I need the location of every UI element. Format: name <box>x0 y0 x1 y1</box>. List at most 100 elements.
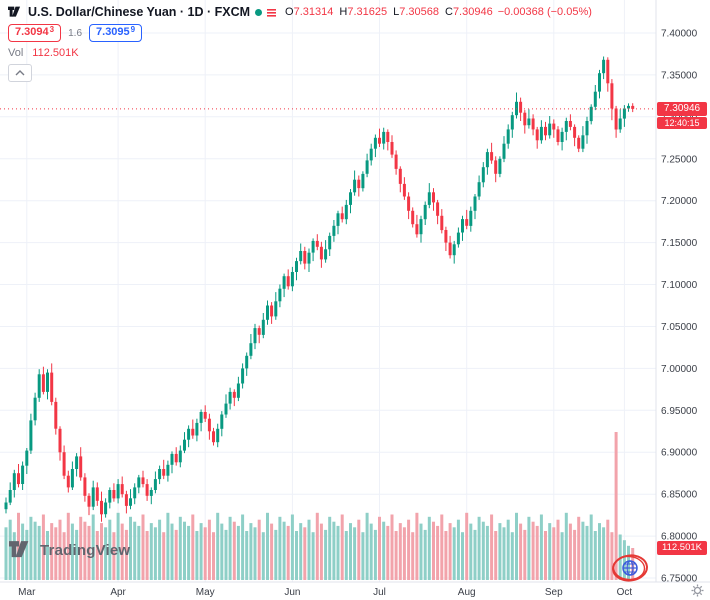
time-scale-labels[interactable]: Mar Apr May Jun Jul Aug Sep Oct <box>18 587 632 598</box>
candle[interactable] <box>515 92 518 119</box>
candle[interactable] <box>423 201 427 226</box>
candle[interactable] <box>46 369 49 400</box>
candle[interactable] <box>282 273 286 298</box>
candle[interactable] <box>261 313 265 339</box>
candle[interactable] <box>589 104 593 125</box>
candle[interactable] <box>183 432 186 454</box>
candle[interactable] <box>295 257 298 281</box>
candle[interactable] <box>149 487 153 505</box>
candle[interactable] <box>274 292 278 320</box>
candle[interactable] <box>622 105 626 127</box>
axis-settings-button[interactable] <box>691 584 704 600</box>
candle[interactable] <box>527 109 531 129</box>
candle[interactable] <box>120 476 124 498</box>
candle[interactable] <box>166 460 170 482</box>
candle[interactable] <box>606 57 610 92</box>
candle[interactable] <box>153 471 157 494</box>
candle[interactable] <box>62 445 66 480</box>
candle[interactable] <box>174 447 178 466</box>
candle[interactable] <box>593 85 597 111</box>
candle[interactable] <box>187 425 191 448</box>
candle[interactable] <box>54 397 58 435</box>
candle[interactable] <box>112 483 116 502</box>
candle[interactable] <box>12 469 16 498</box>
candle[interactable] <box>485 148 489 175</box>
candle[interactable] <box>257 325 261 344</box>
candle[interactable] <box>465 209 469 230</box>
candle[interactable] <box>498 156 502 178</box>
candle[interactable] <box>585 116 589 144</box>
candle[interactable] <box>477 175 481 200</box>
candle[interactable] <box>398 166 402 193</box>
candle[interactable] <box>108 487 112 509</box>
candle[interactable] <box>91 480 95 511</box>
candle[interactable] <box>456 227 460 248</box>
candle[interactable] <box>560 127 564 151</box>
candle[interactable] <box>535 126 539 149</box>
candle[interactable] <box>95 482 99 506</box>
candle[interactable] <box>539 120 543 144</box>
candle[interactable] <box>427 183 431 209</box>
candle[interactable] <box>4 497 8 514</box>
candle[interactable] <box>311 238 315 262</box>
candle[interactable] <box>402 177 406 200</box>
candle[interactable] <box>415 214 419 238</box>
candle[interactable] <box>66 470 70 493</box>
candle[interactable] <box>116 479 120 504</box>
candle[interactable] <box>469 206 473 232</box>
candle[interactable] <box>344 199 348 225</box>
buy-button[interactable]: 7.3095 9 <box>89 24 143 42</box>
candle[interactable] <box>473 194 477 220</box>
candle[interactable] <box>303 246 307 270</box>
candle[interactable] <box>440 209 444 234</box>
candle[interactable] <box>598 69 601 99</box>
candle[interactable] <box>523 110 527 134</box>
candle[interactable] <box>581 126 585 153</box>
candle[interactable] <box>573 124 577 147</box>
candle[interactable] <box>577 135 581 153</box>
candle[interactable] <box>336 210 340 235</box>
candle[interactable] <box>461 215 464 241</box>
candle[interactable] <box>506 124 510 149</box>
candle[interactable] <box>37 369 41 402</box>
candle[interactable] <box>224 394 228 418</box>
candle[interactable] <box>531 114 535 136</box>
candle[interactable] <box>490 142 494 164</box>
candle[interactable] <box>319 241 323 268</box>
candle[interactable] <box>162 459 166 480</box>
candle[interactable] <box>266 300 269 325</box>
candle[interactable] <box>83 473 87 502</box>
globe-icon[interactable] <box>622 560 638 576</box>
volume-label[interactable]: Vol <box>8 47 24 59</box>
candle[interactable] <box>17 464 20 488</box>
candle[interactable] <box>357 175 361 197</box>
candle[interactable] <box>307 248 311 273</box>
candle[interactable] <box>253 323 257 350</box>
candle[interactable] <box>411 207 415 228</box>
candle[interactable] <box>386 129 390 151</box>
candle[interactable] <box>21 461 25 491</box>
candle[interactable] <box>124 490 128 514</box>
candle[interactable] <box>324 240 328 263</box>
candle[interactable] <box>137 474 141 494</box>
candle[interactable] <box>249 334 253 360</box>
candle[interactable] <box>129 489 132 510</box>
candle[interactable] <box>382 127 386 150</box>
candle[interactable] <box>568 114 572 131</box>
tradingview-logo[interactable]: TradingView <box>9 541 130 560</box>
candle[interactable] <box>191 419 195 439</box>
candle[interactable] <box>87 493 91 516</box>
candle[interactable] <box>556 126 560 146</box>
candle[interactable] <box>199 409 203 432</box>
candle[interactable] <box>394 150 398 175</box>
candle[interactable] <box>50 363 54 406</box>
candle[interactable] <box>41 366 45 395</box>
source-menu-icon[interactable] <box>267 8 277 17</box>
candle[interactable] <box>270 302 274 324</box>
candle[interactable] <box>290 266 294 292</box>
candle[interactable] <box>33 392 37 426</box>
candle[interactable] <box>207 413 211 440</box>
candle[interactable] <box>212 427 215 446</box>
candle[interactable] <box>481 162 485 188</box>
candle[interactable] <box>203 405 207 422</box>
